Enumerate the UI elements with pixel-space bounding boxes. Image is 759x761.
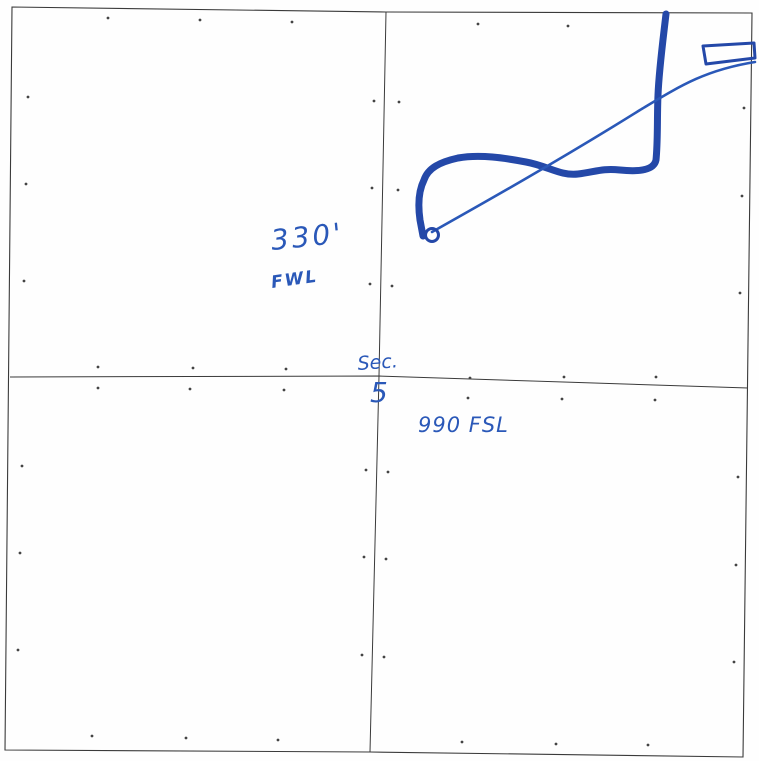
wellbore-path-thick — [415, 10, 670, 240]
bottom-hole-box — [701, 41, 757, 66]
section-number-label: 5 — [370, 376, 388, 409]
offset-south-label: 990 FSL — [418, 413, 509, 437]
surface-location-marker — [424, 227, 440, 243]
offset-west-ref-label: FWL — [270, 267, 320, 293]
section-prefix-label: Sec. — [357, 350, 399, 375]
offset-west-label: 330' — [269, 216, 345, 256]
wellbore-projection-line — [430, 60, 757, 234]
quarter-quarter-tick-marks — [16, 16, 746, 747]
quarter-line-horizontal — [9, 375, 749, 389]
